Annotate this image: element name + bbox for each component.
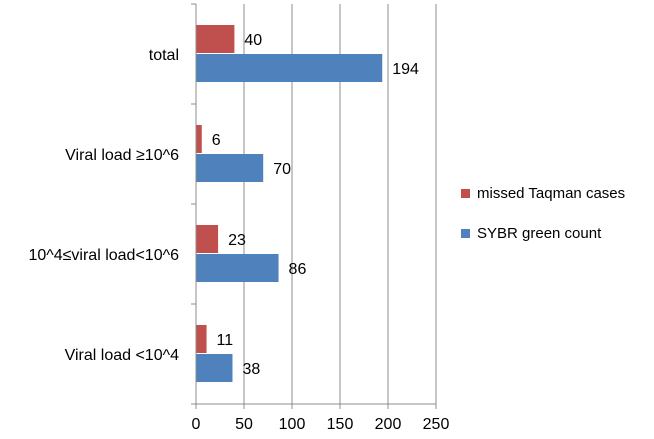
data-label: 23 (228, 232, 246, 249)
legend: missed Taqman cases SYBR green count (461, 185, 625, 242)
category-label: Viral load <10^4 (65, 347, 180, 364)
bar-missed-taqman (196, 225, 219, 253)
bar-sybr-green (196, 354, 233, 382)
data-label: 11 (217, 332, 234, 349)
legend-swatch (461, 189, 470, 198)
category-label: 10^4≤viral load<10^6 (28, 247, 179, 264)
x-tick-label: 150 (327, 416, 354, 433)
labels: 0 50 100 150 200 250 total 40 194 Viral load ≥10^… (28, 32, 449, 433)
bar-sybr-green (196, 54, 383, 82)
axes (191, 3, 437, 409)
data-label: 86 (289, 261, 307, 278)
category-label: Viral load ≥10^6 (65, 147, 179, 164)
bar-missed-taqman (196, 25, 235, 53)
x-tick-label: 100 (279, 416, 306, 433)
x-tick-label: 200 (375, 416, 402, 433)
bars (196, 25, 383, 382)
legend-label: SYBR green count (477, 225, 602, 242)
category-label: total (149, 47, 179, 64)
bar-sybr-green (196, 154, 264, 182)
data-label: 6 (212, 132, 221, 149)
legend-label: missed Taqman cases (477, 185, 625, 202)
data-label: 70 (273, 161, 291, 178)
data-label: 194 (392, 61, 419, 78)
legend-swatch (461, 229, 470, 238)
x-tick-label: 250 (423, 416, 450, 433)
x-tick-label: 0 (192, 416, 201, 433)
data-label: 38 (242, 361, 260, 378)
bar-missed-taqman (196, 325, 207, 353)
data-label: 40 (244, 32, 262, 49)
x-tick-label: 50 (235, 416, 253, 433)
bar-sybr-green (196, 254, 279, 282)
bar-missed-taqman (196, 125, 202, 153)
